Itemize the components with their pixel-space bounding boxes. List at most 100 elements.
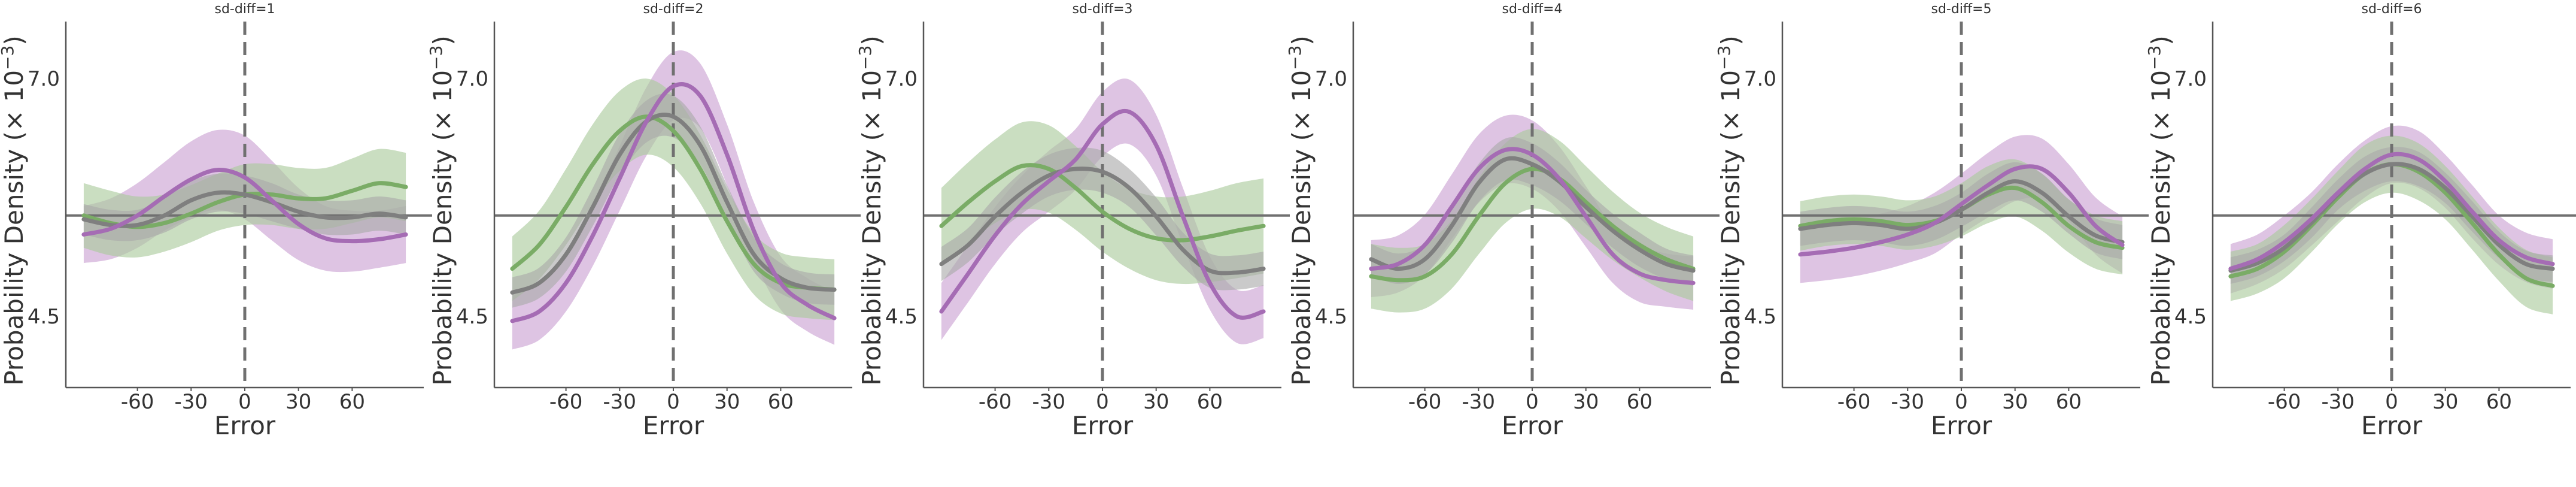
y-axis-label-close: ) xyxy=(428,35,457,45)
y-axis-label-exponent: −3 xyxy=(1714,46,1734,70)
panel-title: sd-diff=2 xyxy=(643,2,703,17)
y-axis-label: Probability Density (× 10−3) xyxy=(1285,35,1316,385)
x-tick-label: 60 xyxy=(768,390,794,414)
y-axis-label: Probability Density (× 10−3) xyxy=(2144,35,2176,385)
series-line-gray xyxy=(1369,156,1696,273)
panel-3: sd-diff=3 -60 -30 0 30 60 4.5 7.0 Error Probabili… xyxy=(855,2,1290,440)
x-tick-label: 30 xyxy=(714,390,740,414)
y-axis-label: Probability Density (× 10−3) xyxy=(426,35,457,385)
ci-band-purple xyxy=(1371,114,1694,310)
y-axis-label-close: ) xyxy=(857,35,886,45)
x-tick-label: 30 xyxy=(1143,390,1169,414)
y-tick-label: 7.0 xyxy=(1315,67,1347,91)
x-tick-label: -60 xyxy=(549,390,583,414)
y-axis-label-exponent: −3 xyxy=(855,46,875,70)
y-axis-label: Probability Density (× 10−3) xyxy=(0,35,29,385)
x-tick-label: 0 xyxy=(1955,390,1968,414)
y-axis-label-exponent: −3 xyxy=(0,46,17,70)
y-tick-label: 4.5 xyxy=(885,305,918,329)
series-line-purple xyxy=(2228,152,2555,271)
x-axis-label: Error xyxy=(1502,411,1563,440)
y-axis-label-main: Probability Density (× 10 xyxy=(0,70,29,386)
y-tick-label: 4.5 xyxy=(1315,305,1347,329)
series-line-gray xyxy=(1798,179,2125,244)
y-tick-label: 4.5 xyxy=(456,305,488,329)
y-tick-label: 4.5 xyxy=(28,305,60,329)
y-axis-label: Probability Density (× 10−3) xyxy=(855,35,886,385)
series-line-green xyxy=(939,163,1266,243)
panel-5: sd-diff=5 -60 -30 0 30 60 4.5 7.0 Error Probabili… xyxy=(1714,2,2149,440)
x-tick-label: -60 xyxy=(121,390,154,414)
x-axis-label: Error xyxy=(214,411,276,440)
panel-6: sd-diff=6 -60 -30 0 30 60 4.5 7.0 Error Probabili… xyxy=(2144,2,2576,440)
y-axis-label-main: Probability Density (× 10 xyxy=(1716,70,1745,386)
x-tick-label: 0 xyxy=(2385,390,2398,414)
y-tick-label: 4.5 xyxy=(1744,305,1776,329)
x-tick-label: 60 xyxy=(1197,390,1223,414)
panel-4: sd-diff=4 -60 -30 0 30 60 4.5 7.0 Error Probabili… xyxy=(1285,2,1720,440)
y-tick-label: 7.0 xyxy=(2174,67,2207,91)
x-tick-label: -30 xyxy=(175,390,208,414)
panel-title: sd-diff=3 xyxy=(1072,2,1132,17)
x-tick-label: 0 xyxy=(667,390,680,414)
x-axis-label: Error xyxy=(2361,411,2423,440)
y-axis-label-close: ) xyxy=(2146,35,2176,45)
series-line-green xyxy=(1369,167,1696,283)
y-tick-label: 7.0 xyxy=(456,67,488,91)
panel-title: sd-diff=1 xyxy=(214,2,275,17)
x-tick-label: 30 xyxy=(2432,390,2458,414)
series-line-purple xyxy=(939,108,1266,320)
x-tick-label: -30 xyxy=(1462,390,1496,414)
x-tick-label: -30 xyxy=(2322,390,2355,414)
x-tick-label: -60 xyxy=(1408,390,1442,414)
x-tick-label: -60 xyxy=(1837,390,1871,414)
panel-title: sd-diff=5 xyxy=(1931,2,1991,17)
x-tick-label: 60 xyxy=(1627,390,1652,414)
x-axis-label: Error xyxy=(1931,411,1992,440)
x-axis-label: Error xyxy=(643,411,704,440)
y-axis-label-close: ) xyxy=(1716,35,1745,45)
x-tick-label: 30 xyxy=(2002,390,2028,414)
x-tick-label: 30 xyxy=(1573,390,1599,414)
x-tick-label: -60 xyxy=(979,390,1012,414)
x-tick-label: -30 xyxy=(1032,390,1066,414)
x-tick-label: 60 xyxy=(339,390,365,414)
panel-title: sd-diff=6 xyxy=(2361,2,2422,17)
ci-band-gray xyxy=(941,147,1264,291)
y-tick-label: 7.0 xyxy=(1744,67,1776,91)
series-line-purple xyxy=(1798,164,2125,257)
x-tick-label: 0 xyxy=(1096,390,1109,414)
y-axis-label-close: ) xyxy=(1287,35,1316,45)
series-line-gray xyxy=(939,167,1266,276)
ci-band-green xyxy=(1371,129,1694,313)
x-tick-label: -30 xyxy=(603,390,637,414)
y-axis-label-main: Probability Density (× 10 xyxy=(857,70,886,386)
y-tick-label: 7.0 xyxy=(28,67,60,91)
y-axis-label-exponent: −3 xyxy=(1285,46,1305,70)
panel-1: sd-diff=1 -60 -30 0 30 60 4.5 7.0 Error Probabili… xyxy=(0,2,432,440)
y-axis-label-exponent: −3 xyxy=(2144,46,2164,70)
x-tick-label: 0 xyxy=(1526,390,1539,414)
series-line-gray xyxy=(81,190,408,228)
x-tick-label: 60 xyxy=(2056,390,2082,414)
x-tick-label: -30 xyxy=(1891,390,1925,414)
y-axis-label-exponent: −3 xyxy=(426,46,446,70)
series-line-gray xyxy=(2228,162,2555,273)
x-tick-label: -60 xyxy=(2268,390,2301,414)
y-tick-label: 4.5 xyxy=(2174,305,2207,329)
y-axis-label: Probability Density (× 10−3) xyxy=(1714,35,1745,385)
x-tick-label: 60 xyxy=(2486,390,2512,414)
panel-title: sd-diff=4 xyxy=(1502,2,1562,17)
series-line-purple xyxy=(1369,147,1696,285)
panel-2: sd-diff=2 -60 -30 0 30 60 4.5 7.0 Error Probabili… xyxy=(426,2,861,440)
y-axis-label-main: Probability Density (× 10 xyxy=(428,70,457,386)
x-tick-label: 0 xyxy=(238,390,251,414)
x-axis-label: Error xyxy=(1072,411,1134,440)
x-tick-label: 30 xyxy=(285,390,311,414)
series-line-purple xyxy=(510,82,837,323)
y-axis-label-main: Probability Density (× 10 xyxy=(1287,70,1316,386)
y-tick-label: 7.0 xyxy=(885,67,918,91)
series-line-purple xyxy=(81,168,408,244)
y-axis-label-main: Probability Density (× 10 xyxy=(2146,70,2176,386)
